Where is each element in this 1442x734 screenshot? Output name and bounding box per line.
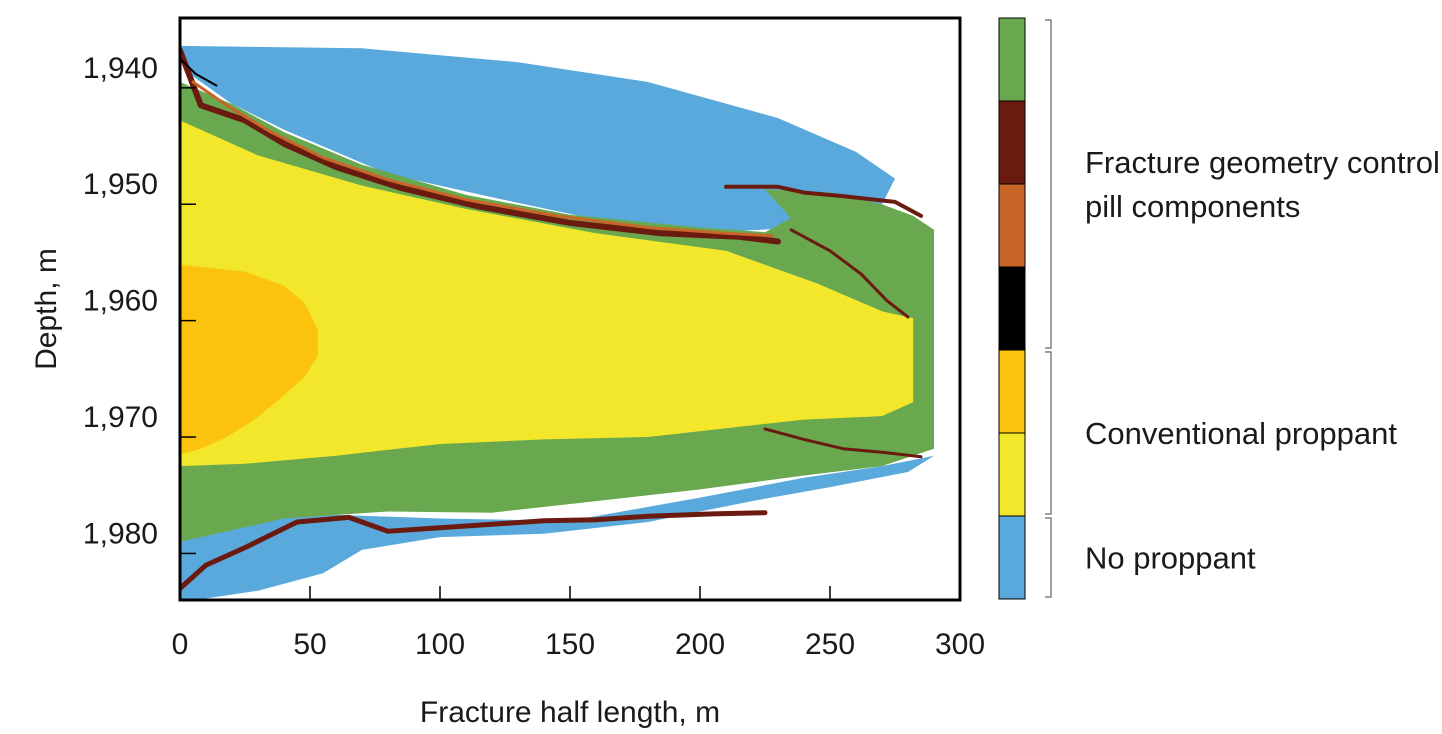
x-axis-title: Fracture half length, m: [420, 696, 720, 729]
band-upper-band-orange: [191, 80, 775, 238]
y-tick-label: 1,940: [83, 52, 158, 85]
y-tick-label: 1,950: [83, 168, 158, 201]
band-upper-band-black: [180, 57, 218, 87]
y-tick-label: 1,980: [83, 517, 158, 550]
legend-swatch-prop_orange: [998, 349, 1026, 434]
band-step-band: [724, 184, 923, 218]
x-tick-label: 100: [415, 628, 465, 661]
legend-swatch-fgc_orange: [998, 183, 1026, 268]
x-tick-label: 200: [675, 628, 725, 661]
legend-swatch-fgc_black: [998, 266, 1026, 351]
y-axis: 1,940 1,950 1,960 1,970 1,980: [83, 52, 196, 555]
y-axis-title: Depth, m: [30, 248, 63, 370]
region-blue-upper: [180, 45, 895, 233]
legend-swatch-prop_yellow: [998, 432, 1026, 517]
y-tick-label: 1,970: [83, 401, 158, 434]
boundary-bands: [180, 47, 923, 591]
x-tick-label: 150: [545, 628, 595, 661]
x-tick-label: 300: [935, 628, 985, 661]
legend-bracket: [1045, 351, 1052, 515]
x-tick-label: 50: [293, 628, 326, 661]
legend-label: No proppant: [1085, 541, 1256, 576]
legend-bracket: [1045, 19, 1052, 349]
legend-swatch-no_prop_blue: [998, 515, 1026, 600]
region-orange-core: [180, 264, 318, 455]
fill-regions: [180, 45, 934, 600]
region-blue-lower: [180, 455, 934, 600]
legend-swatch-fgc_darkred: [998, 100, 1026, 185]
y-tick-label: 1,960: [83, 285, 158, 318]
region-yellow-core: [180, 120, 914, 467]
band-lower-band-right: [763, 427, 923, 459]
legend-label: pill components: [1085, 189, 1300, 224]
band-inner-band: [789, 228, 910, 319]
legend-label: Conventional proppant: [1085, 416, 1397, 451]
x-tick-label: 0: [172, 628, 189, 661]
x-tick-label: 250: [805, 628, 855, 661]
legend-bracket: [1045, 517, 1052, 598]
x-axis: 0 50 100 150 200 250 300: [172, 586, 985, 661]
band-upper-band: [180, 47, 781, 245]
band-lower-band: [180, 510, 768, 591]
legend: Fracture geometry control pill components…: [998, 17, 1440, 600]
legend-swatch-fgc_green: [998, 17, 1026, 102]
legend-label: Fracture geometry control: [1085, 145, 1440, 180]
